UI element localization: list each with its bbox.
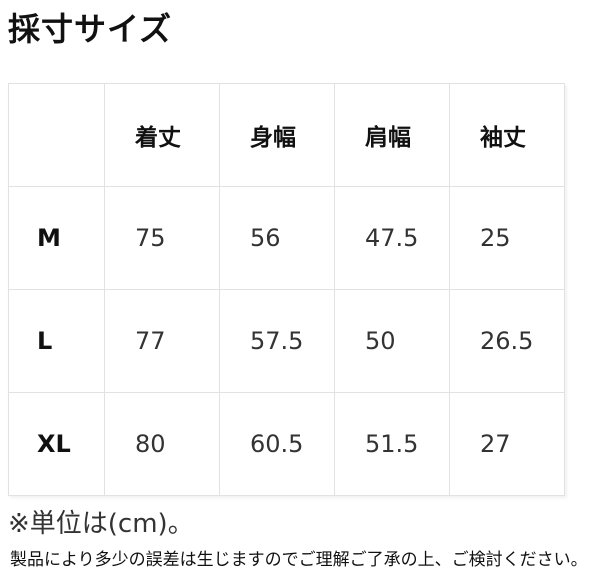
table-header-row: 着丈 身幅 肩幅 袖丈 [8, 83, 565, 187]
header-cell: 肩幅 [334, 83, 450, 187]
table-cell: 27 [449, 392, 565, 496]
table-cell: 80 [104, 392, 220, 496]
table-row: XL 80 60.5 51.5 27 [8, 392, 565, 496]
header-cell: 身幅 [219, 83, 335, 187]
table-row: M 75 56 47.5 25 [8, 186, 565, 290]
size-label: XL [8, 392, 105, 496]
table-cell: 50 [334, 289, 450, 393]
header-cell: 袖丈 [449, 83, 565, 187]
table-cell: 47.5 [334, 186, 450, 290]
size-label: L [8, 289, 105, 393]
table-cell: 60.5 [219, 392, 335, 496]
header-cell: 着丈 [104, 83, 220, 187]
header-cell [8, 83, 105, 187]
table-cell: 75 [104, 186, 220, 290]
table-cell: 51.5 [334, 392, 450, 496]
table-cell: 25 [449, 186, 565, 290]
table-cell: 56 [219, 186, 335, 290]
table-cell: 26.5 [449, 289, 565, 393]
unit-note: ※単位は(cm)。 [8, 509, 194, 539]
table-row: L 77 57.5 50 26.5 [8, 289, 565, 393]
page-title: 採寸サイズ [8, 10, 173, 48]
disclaimer: 製品により多少の誤差は生じますのでご理解ご了承の上、ご検討ください。 [10, 550, 588, 570]
size-table: 着丈 身幅 肩幅 袖丈 M 75 56 47.5 25 L 77 57.5 50… [8, 83, 565, 496]
table-cell: 57.5 [219, 289, 335, 393]
table-cell: 77 [104, 289, 220, 393]
size-label: M [8, 186, 105, 290]
